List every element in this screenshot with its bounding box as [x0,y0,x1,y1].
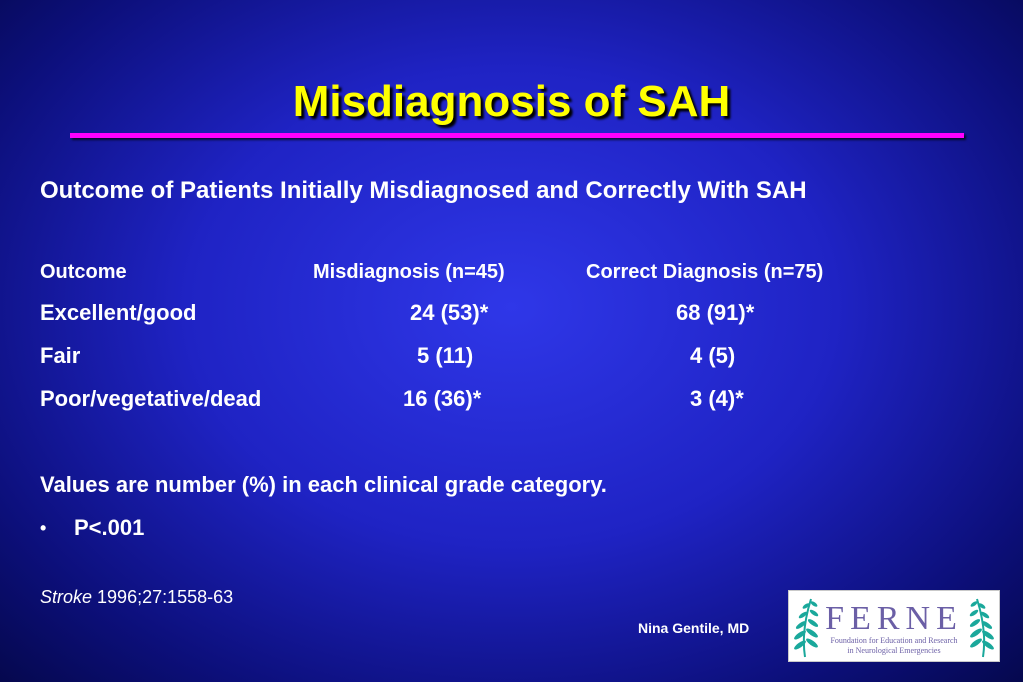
values-note: Values are number (%) in each clinical g… [40,472,607,497]
citation-ref: 1996;27:1558-63 [92,587,234,607]
header-outcome: Outcome [40,261,127,283]
row-outcome: Poor/vegetative/dead [40,386,262,411]
author-credit: Nina Gentile, MD [638,620,750,636]
ferne-logo: FERNE Foundation for Education and Resea… [788,590,1000,662]
logo-line1: Foundation for Education and Research [830,636,957,645]
row-correct-value: 4 (5) [690,343,736,368]
left-fern-icon [794,598,819,658]
slide-title: Misdiagnosis of SAH [292,77,731,126]
citation: Stroke 1996;27:1558-63 [40,585,233,609]
p-value-text: P<.001 [74,515,145,540]
citation-journal: Stroke [40,587,93,607]
row-correct-value: 68 (91)* [676,300,755,325]
header-correct-diagnosis: Correct Diagnosis (n=75) [586,261,824,283]
right-fern-icon [969,598,994,658]
row-misdiagnosis-value: 24 (53)* [410,300,489,325]
header-misdiagnosis: Misdiagnosis (n=45) [313,261,505,283]
row-outcome: Excellent/good [40,300,197,325]
logo-letters: FERNE [825,600,963,637]
bullet-dot: • [40,518,47,538]
row-misdiagnosis-value: 16 (36)* [403,386,482,411]
logo-line2: in Neurological Emergencies [847,646,940,655]
row-outcome: Fair [40,343,81,368]
slide-subtitle: Outcome of Patients Initially Misdiagnos… [40,177,807,204]
title-underline [70,133,964,138]
row-correct-value: 3 (4)* [690,386,744,411]
row-misdiagnosis-value: 5 (11) [417,343,474,368]
ferne-logo-graphic: FERNE Foundation for Education and Resea… [794,598,994,658]
